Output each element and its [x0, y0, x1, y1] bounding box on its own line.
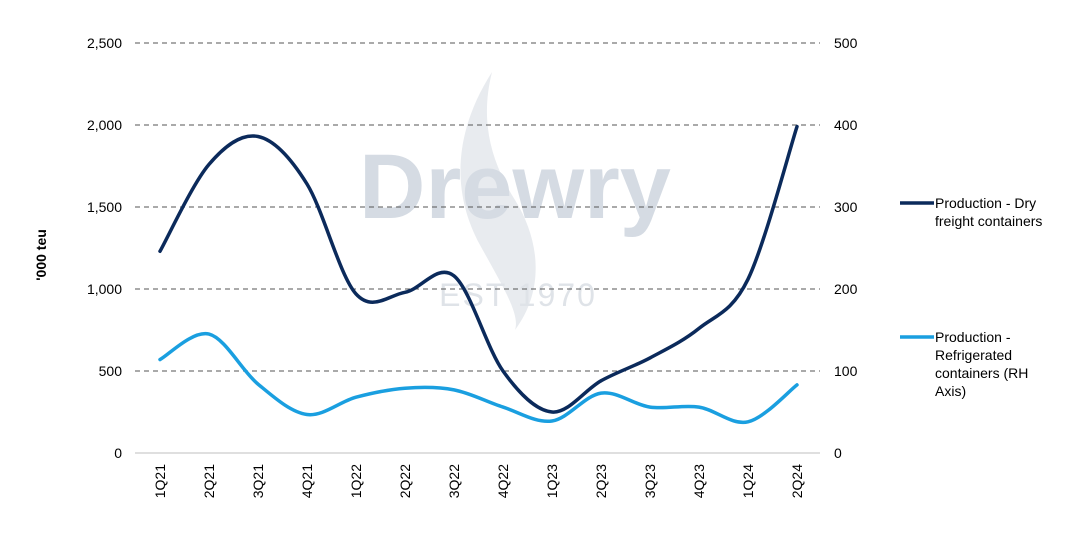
series-lines — [158, 124, 799, 425]
legend-label: containers (RH — [935, 365, 1028, 381]
right-tick-label: 400 — [834, 117, 858, 133]
gridlines — [135, 42, 820, 454]
watermark-tagline: EST 1970 — [439, 277, 597, 313]
legend-label: Axis) — [935, 383, 966, 399]
x-tick-label: 1Q22 — [348, 464, 364, 498]
series-line-refrigerated — [158, 332, 799, 425]
right-tick-label: 500 — [834, 35, 858, 51]
x-tick-label: 3Q22 — [446, 464, 462, 498]
right-tick-label: 200 — [834, 281, 858, 297]
x-tick-label: 2Q24 — [789, 464, 805, 498]
series-line-dry-freight — [158, 124, 799, 414]
right-tick-label: 0 — [834, 445, 842, 461]
legend-label: Refrigerated — [935, 347, 1012, 363]
x-tick-label: 2Q21 — [201, 464, 217, 498]
x-tick-label: 3Q21 — [250, 464, 266, 498]
watermark-brand: Drewry — [359, 136, 671, 238]
left-tick-label: 500 — [99, 363, 123, 379]
left-tick-label: 1,500 — [87, 199, 122, 215]
right-axis-ticks: 0 100 200 300 400 500 — [834, 35, 858, 461]
x-tick-label: 4Q23 — [691, 464, 707, 498]
right-tick-label: 300 — [834, 199, 858, 215]
left-axis-ticks: 0 500 1,000 1,500 2,000 2,500 — [87, 35, 122, 461]
legend-label: Production - — [935, 329, 1011, 345]
legend-label: Production - Dry — [935, 195, 1036, 211]
x-tick-label: 3Q23 — [642, 464, 658, 498]
legend: Production - Dry freight containers Produc… — [900, 195, 1042, 399]
left-tick-label: 2,500 — [87, 35, 122, 51]
x-tick-label: 2Q22 — [397, 464, 413, 498]
drewry-watermark: Drewry EST 1970 — [359, 72, 671, 330]
left-tick-label: 2,000 — [87, 117, 122, 133]
legend-label: freight containers — [935, 213, 1042, 229]
x-tick-label: 1Q24 — [740, 464, 756, 498]
x-tick-label: 1Q21 — [152, 464, 168, 498]
left-tick-label: 0 — [114, 445, 122, 461]
x-tick-label: 1Q23 — [544, 464, 560, 498]
x-axis-ticks: 1Q21 2Q21 3Q21 4Q21 1Q22 2Q22 3Q22 4Q22 1Q23 2Q23… — [152, 464, 805, 498]
flame-icon — [460, 72, 536, 330]
x-tick-label: 4Q22 — [495, 464, 511, 498]
y-axis-title: '000 teu — [33, 229, 49, 281]
right-tick-label: 100 — [834, 363, 858, 379]
x-tick-label: 2Q23 — [593, 464, 609, 498]
x-tick-label: 4Q21 — [299, 464, 315, 498]
left-tick-label: 1,000 — [87, 281, 122, 297]
